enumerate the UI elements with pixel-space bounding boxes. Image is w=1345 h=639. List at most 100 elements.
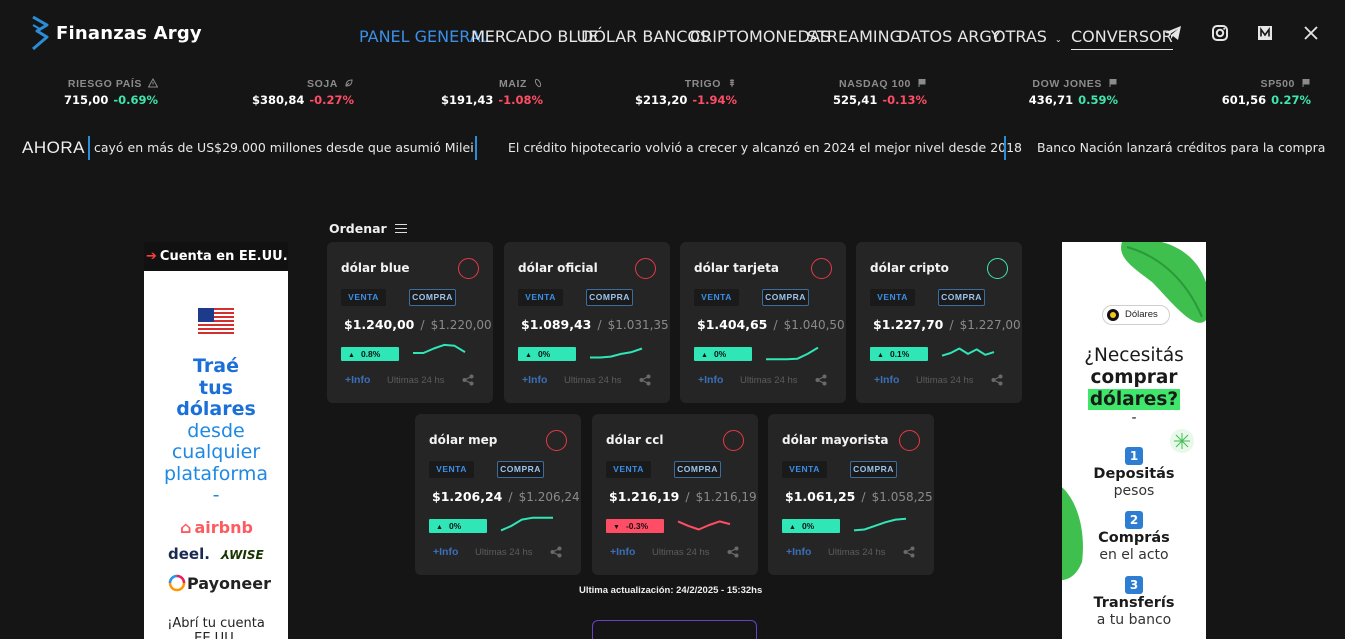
price-compra: $1.220,00	[430, 318, 492, 332]
venta-tag: VENTA	[518, 289, 563, 306]
quote-card[interactable]: dólar ccl VENTA COMPRA $1.216,19 / $1.216,19 ▼…	[592, 414, 758, 575]
deel-logo: deel.	[168, 545, 210, 563]
quote-card[interactable]: dólar mayorista VENTA COMPRA $1.061,25/$1.0…	[768, 414, 934, 575]
venta-tag: VENTA	[429, 461, 474, 478]
nav-streaming[interactable]: STREAMING	[807, 27, 902, 46]
nav-dolar-bancos[interactable]: DÓLAR BANCOS	[581, 27, 711, 46]
ad-right-line2: comprar	[1090, 367, 1178, 388]
payoneer-text: Payoneer	[187, 574, 272, 593]
ad-left-line: tus	[199, 376, 233, 399]
instagram-icon[interactable]	[1211, 24, 1229, 42]
venta-tag: VENTA	[694, 289, 739, 306]
change-value: -0.3%	[625, 521, 649, 531]
x-icon[interactable]	[1302, 24, 1320, 42]
step-title: Transferís	[1093, 595, 1175, 611]
quote-card[interactable]: dólar oficial VENTA COMPRA $1.089,43 / $1.031…	[504, 242, 670, 403]
info-link[interactable]: +Info	[610, 546, 636, 558]
card-title: dólar blue	[341, 261, 410, 275]
news-item[interactable]: cayó en más de US$29.000 millones desde …	[94, 140, 474, 155]
wise-logo: ⅄WISE	[220, 548, 264, 562]
ticker-name: SP500	[1260, 78, 1295, 90]
ticker-value: 601,56	[1221, 93, 1267, 107]
quote-card[interactable]: dólar blue VENTA COMPRA $1.240,00 / $1.220,00…	[327, 242, 493, 403]
medium-icon[interactable]	[1256, 24, 1274, 42]
news-item[interactable]: El crédito hipotecario volvió a crecer y…	[508, 140, 1023, 155]
compra-tag: COMPRA	[497, 461, 544, 478]
pill-label: Dólares	[1125, 309, 1158, 320]
news-divider	[475, 136, 477, 160]
ticker-change: 0.27%	[1271, 93, 1311, 107]
share-icon[interactable]	[462, 374, 474, 386]
logo[interactable]: Finanzas Argy	[30, 15, 202, 51]
ad-left-line: plataforma	[163, 462, 269, 485]
share-icon[interactable]	[903, 546, 915, 558]
card-title: dólar ccl	[606, 433, 664, 447]
change-badge: ▲ 0%	[429, 519, 487, 533]
sparkline-path	[500, 516, 553, 532]
info-link[interactable]: +Info	[522, 374, 548, 386]
nav-otras[interactable]: OTRAS ⌄	[993, 27, 1062, 46]
info-link[interactable]: +Info	[874, 374, 900, 386]
promo-box[interactable]	[592, 620, 757, 639]
ticker-riesgo-pais[interactable]: RIESGO PAÍS 715,00 -0.69%	[64, 77, 159, 107]
sparkline	[413, 343, 466, 354]
info-link[interactable]: +Info	[345, 374, 371, 386]
sparkline	[590, 347, 643, 359]
sparkline-path	[590, 347, 643, 359]
period-label: Ultimas 24 hs	[916, 375, 974, 386]
share-icon[interactable]	[639, 374, 651, 386]
wise-text: WISE	[229, 548, 264, 562]
share-icon[interactable]	[991, 374, 1003, 386]
ticker-soja[interactable]: SOJA $380,84 -0.27%	[252, 78, 354, 107]
market-ticker-bar: RIESGO PAÍS 715,00 -0.69% SOJA $380,84 -0.…	[0, 77, 1345, 114]
price-separator: /	[861, 489, 866, 504]
airbnb-icon: ⌂	[180, 518, 192, 537]
sparkline	[941, 347, 995, 357]
quote-card[interactable]: dólar cripto VENTA COMPRA $1.227,70/$1.227,…	[856, 242, 1022, 403]
nav-mercado-blue[interactable]: MERCADO BLUE	[471, 27, 599, 46]
ticker-nasdaq[interactable]: NASDAQ 100 525,41 -0.13%	[833, 78, 927, 107]
venta-tag: VENTA	[341, 289, 386, 306]
sort-button[interactable]: Ordenar	[329, 221, 407, 236]
triangle-up-icon: ▲	[877, 352, 884, 359]
info-link[interactable]: +Info	[698, 374, 724, 386]
last-updated: Ultima actualización: 24/2/2025 - 15:32h…	[579, 585, 763, 596]
step-number: 3	[1125, 576, 1143, 594]
ticker-value: $380,84	[251, 93, 305, 107]
ad-right-banner[interactable]: Dólares ¿Necesitás comprar dólares? - 1 …	[1062, 242, 1206, 639]
nav-criptomonedas[interactable]: CRIPTOMONEDAS	[690, 27, 831, 46]
price-compra: $1.040,50	[783, 318, 845, 332]
info-link[interactable]: +Info	[433, 546, 459, 558]
step-subtitle: a tu banco	[1096, 612, 1172, 628]
nav-panel-general[interactable]: PANEL GENERAL	[359, 27, 490, 46]
price-compra: $1.216,19	[695, 490, 757, 504]
share-icon[interactable]	[815, 374, 827, 386]
ticker-name: NASDAQ 100	[839, 78, 911, 90]
compra-tag: COMPRA	[674, 461, 721, 478]
sparkline-path	[853, 517, 907, 532]
quote-card[interactable]: dólar mep VENTA COMPRA $1.206,24 / $1.206,24 ▲…	[415, 414, 581, 575]
change-value: 0%	[801, 521, 815, 531]
change-value: 0%	[537, 349, 551, 359]
ticker-maiz[interactable]: MAIZ $191,43 -1.08%	[441, 78, 543, 107]
share-icon[interactable]	[550, 546, 562, 558]
status-circle-icon	[899, 430, 920, 451]
change-badge: ▼ -0.3%	[606, 519, 664, 533]
status-circle-icon	[811, 258, 832, 279]
quote-card[interactable]: dólar tarjeta VENTA COMPRA $1.404,65 / $1.040…	[680, 242, 846, 403]
nav-conversor[interactable]: CONVERSOR	[1071, 27, 1173, 50]
ticker-trigo[interactable]: TRIGO $213,20 -1.94%	[635, 78, 737, 107]
ticker-dow-jones[interactable]: DOW JONES 436,71 0.59%	[1029, 78, 1118, 107]
ad-step-1: 1 Depositás pesos	[1062, 445, 1206, 499]
share-icon[interactable]	[727, 546, 739, 558]
wheat-icon	[727, 78, 737, 88]
triangle-up-icon: ▲	[436, 524, 443, 531]
info-link[interactable]: +Info	[786, 546, 812, 558]
flag-icon	[917, 78, 927, 88]
news-item[interactable]: Banco Nación lanzará créditos para la co…	[1037, 140, 1330, 155]
telegram-icon[interactable]	[1164, 24, 1182, 42]
ticker-sp500[interactable]: SP500 601,56 0.27%	[1222, 78, 1311, 107]
ad-left-banner[interactable]: ➔ Cuenta en EE.UU. Traé tus dólares desde…	[144, 242, 288, 639]
nav-datos-argy[interactable]: DATOS ARGY	[898, 27, 1001, 46]
price-venta: $1.061,25	[785, 489, 856, 504]
